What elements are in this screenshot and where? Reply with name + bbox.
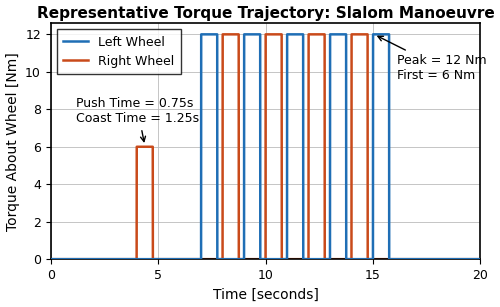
Text: Peak = 12 Nm
First = 6 Nm: Peak = 12 Nm First = 6 Nm bbox=[378, 36, 486, 82]
Left Wheel bbox=[478, 257, 484, 261]
Title: Representative Torque Trajectory: Slalom Manoeuvre: Representative Torque Trajectory: Slalom… bbox=[36, 6, 494, 21]
Right Wheel bbox=[220, 33, 226, 36]
Text: Push Time = 0.75s
Coast Time = 1.25s: Push Time = 0.75s Coast Time = 1.25s bbox=[76, 97, 200, 142]
Left Wheel bbox=[212, 33, 218, 36]
Y-axis label: Torque About Wheel [Nm]: Torque About Wheel [Nm] bbox=[6, 52, 20, 231]
Left Wheel bbox=[426, 257, 432, 261]
Right Wheel bbox=[407, 257, 413, 261]
Right Wheel bbox=[166, 257, 172, 261]
X-axis label: Time [seconds]: Time [seconds] bbox=[212, 287, 318, 301]
Right Wheel bbox=[478, 257, 484, 261]
Left Wheel bbox=[198, 33, 204, 36]
Legend: Left Wheel, Right Wheel: Left Wheel, Right Wheel bbox=[57, 29, 180, 74]
Line: Left Wheel: Left Wheel bbox=[50, 34, 480, 259]
Left Wheel bbox=[166, 257, 172, 261]
Line: Right Wheel: Right Wheel bbox=[50, 34, 480, 259]
Right Wheel bbox=[426, 257, 432, 261]
Left Wheel bbox=[407, 257, 413, 261]
Left Wheel bbox=[48, 257, 54, 261]
Left Wheel bbox=[156, 257, 162, 261]
Right Wheel bbox=[212, 257, 218, 261]
Right Wheel bbox=[412, 257, 418, 261]
Right Wheel bbox=[156, 257, 162, 261]
Right Wheel bbox=[48, 257, 54, 261]
Left Wheel bbox=[412, 257, 418, 261]
